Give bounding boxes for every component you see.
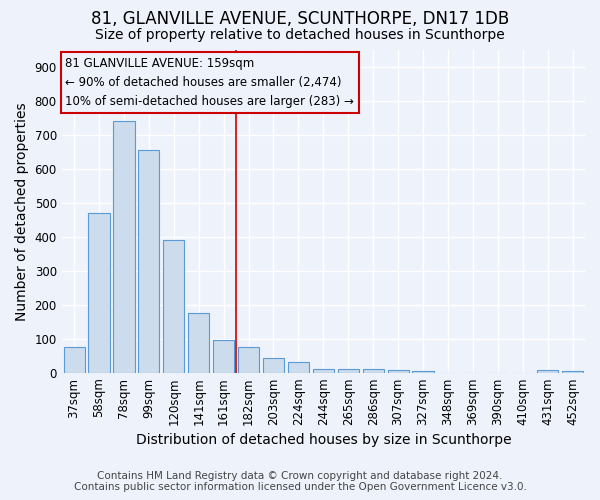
Bar: [163, 240, 184, 372]
Bar: [338, 369, 359, 372]
Text: Contains HM Land Registry data © Crown copyright and database right 2024.
Contai: Contains HM Land Registry data © Crown c…: [74, 471, 526, 492]
Text: 81, GLANVILLE AVENUE, SCUNTHORPE, DN17 1DB: 81, GLANVILLE AVENUE, SCUNTHORPE, DN17 1…: [91, 10, 509, 28]
Bar: [238, 347, 259, 372]
Text: 81 GLANVILLE AVENUE: 159sqm
← 90% of detached houses are smaller (2,474)
10% of : 81 GLANVILLE AVENUE: 159sqm ← 90% of det…: [65, 57, 354, 108]
Bar: [213, 340, 234, 372]
Y-axis label: Number of detached properties: Number of detached properties: [15, 102, 29, 320]
Bar: [88, 213, 110, 372]
Bar: [412, 371, 434, 372]
Text: Size of property relative to detached houses in Scunthorpe: Size of property relative to detached ho…: [95, 28, 505, 42]
Bar: [188, 313, 209, 372]
Bar: [537, 370, 558, 372]
Bar: [288, 362, 309, 372]
Bar: [113, 122, 134, 372]
Bar: [562, 371, 583, 372]
X-axis label: Distribution of detached houses by size in Scunthorpe: Distribution of detached houses by size …: [136, 434, 511, 448]
Bar: [263, 358, 284, 372]
Bar: [64, 347, 85, 372]
Bar: [362, 370, 384, 372]
Bar: [388, 370, 409, 372]
Bar: [313, 368, 334, 372]
Bar: [138, 150, 160, 372]
